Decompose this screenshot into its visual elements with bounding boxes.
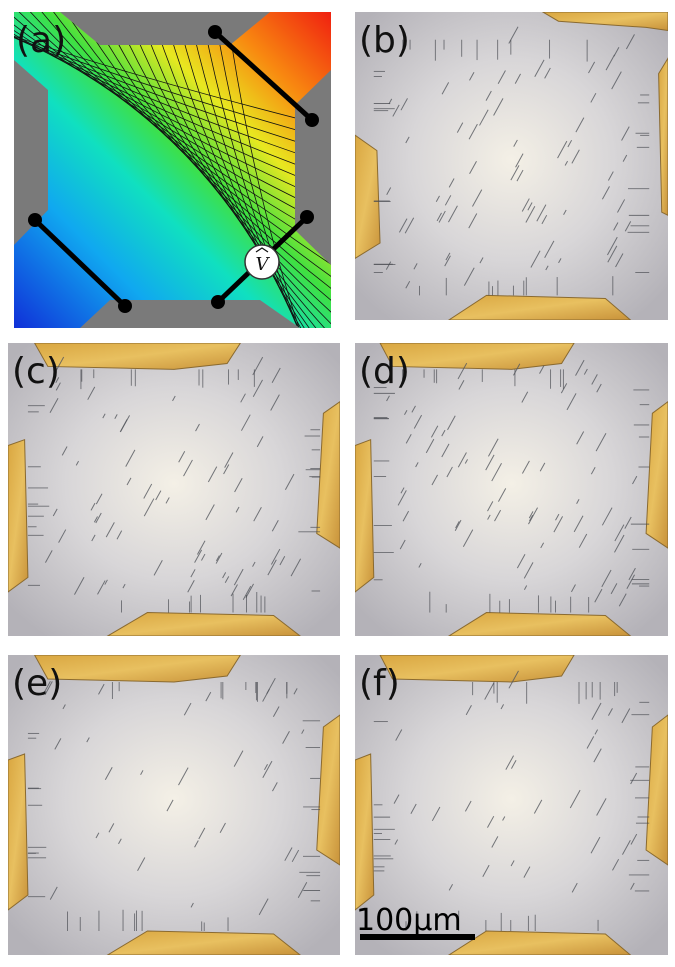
electrode — [355, 754, 374, 910]
panel-label: (f) — [359, 663, 400, 704]
electrode — [355, 135, 380, 258]
micrograph: (b) — [355, 12, 668, 320]
panel-label: (e) — [12, 663, 62, 704]
electrode — [35, 343, 241, 369]
panel-label: (c) — [12, 351, 60, 392]
electrode — [380, 655, 574, 682]
voltmeter-label: V — [256, 254, 271, 275]
micrograph: (e) — [8, 655, 340, 955]
scale-bar: 100μm — [356, 903, 475, 938]
panel-label: (d) — [359, 351, 410, 392]
electrode — [35, 655, 241, 682]
micrograph: (c) — [8, 343, 340, 636]
panel-label: (b) — [359, 20, 410, 61]
electrode — [8, 440, 28, 592]
panel-label: (a) — [16, 20, 66, 61]
scale-bar-label: 100μm — [356, 903, 462, 938]
figure: V (a) (b) (c) (d) (e) (f) 100μm — [0, 0, 675, 963]
micrograph: (d) — [355, 343, 668, 636]
electrode — [8, 754, 28, 910]
electrode — [355, 440, 374, 592]
